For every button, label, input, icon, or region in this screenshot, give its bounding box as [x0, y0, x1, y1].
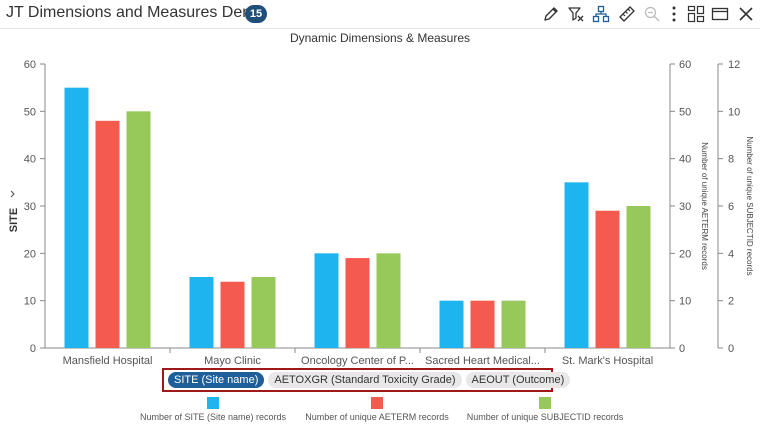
window-icon[interactable]: [711, 5, 729, 23]
filter-clear-icon[interactable]: [567, 5, 585, 23]
x-axis-label[interactable]: SITE: [8, 208, 20, 232]
zoom-out-icon: [643, 5, 661, 23]
dimension-selector: SITE (Site name) AETOXGR (Standard Toxici…: [162, 368, 571, 392]
y-tick-label-right1: 40: [679, 154, 691, 166]
y-tick-label-left: 40: [24, 154, 36, 166]
y-tick-label-left: 50: [24, 106, 36, 118]
header-divider: [0, 28, 760, 29]
bar[interactable]: [501, 300, 526, 348]
y-tick-label-left: 0: [30, 343, 36, 355]
dimension-chip[interactable]: AETOXGR (Standard Toxicity Grade): [268, 372, 462, 388]
dimension-chip[interactable]: AEOUT (Outcome): [465, 372, 571, 388]
y-tick-label-right2: 4: [728, 248, 734, 260]
y-tick-label-right1: 0: [679, 343, 685, 355]
pencil-icon[interactable]: [542, 5, 560, 23]
bar[interactable]: [626, 206, 651, 348]
ruler-icon[interactable]: [618, 5, 636, 23]
bar[interactable]: [439, 300, 464, 348]
bar[interactable]: [314, 253, 339, 348]
y-tick-label-left: 20: [24, 248, 36, 260]
y-tick-label-left: 60: [24, 59, 36, 71]
bar[interactable]: [376, 253, 401, 348]
y-axis-right2-title: Number of unique SUBJECTID records: [745, 136, 754, 275]
x-tick-label[interactable]: Mayo Clinic: [204, 355, 261, 367]
bar[interactable]: [564, 182, 589, 348]
x-axis-label-group[interactable]: SITE: [8, 208, 20, 232]
y-tick-label-right1: 20: [679, 248, 691, 260]
x-tick-label[interactable]: Sacred Heart Medical...: [425, 355, 540, 367]
bar[interactable]: [595, 210, 620, 348]
dimension-chip[interactable]: SITE (Site name): [168, 372, 265, 388]
legend-label: Number of unique AETERM records: [305, 412, 449, 422]
y-tick-label-right2: 10: [728, 106, 740, 118]
y-tick-label-left: 10: [24, 296, 36, 308]
y-tick-label-right1: 60: [679, 59, 691, 71]
x-tick-label[interactable]: Mansfield Hospital: [63, 355, 153, 367]
app-title: JT Dimensions and Measures Demo: [6, 4, 265, 21]
bar[interactable]: [251, 277, 276, 348]
legend-label: Number of SITE (Site name) records: [139, 412, 287, 422]
x-tick-label[interactable]: Oncology Center of P...: [301, 355, 414, 367]
legend-swatch: [371, 397, 383, 409]
y-tick-label-right2: 8: [728, 154, 734, 166]
close-icon[interactable]: [737, 5, 755, 23]
bar[interactable]: [126, 111, 151, 348]
y-tick-label-left: 30: [24, 201, 36, 213]
y-tick-label-right2: 6: [728, 201, 734, 213]
y-axis-right1-title: Number of unique AETERM records: [700, 142, 709, 270]
y-tick-label-right2: 2: [728, 296, 734, 308]
chart-title: Dynamic Dimensions & Measures: [290, 31, 470, 45]
legend-swatch: [207, 397, 219, 409]
bar[interactable]: [64, 87, 89, 348]
bar[interactable]: [470, 300, 495, 348]
y-tick-label-right1: 10: [679, 296, 691, 308]
y-tick-label-right2: 12: [728, 59, 740, 71]
bar-chart: Dynamic Dimensions & Measures SITE 01020…: [8, 31, 754, 367]
x-tick-label[interactable]: St. Mark's Hospital: [562, 355, 653, 367]
y-tick-label-right1: 30: [679, 201, 691, 213]
bar[interactable]: [220, 281, 245, 348]
legend-swatch: [539, 397, 551, 409]
header: JT Dimensions and Measures Demo 15: [0, 0, 760, 28]
bar[interactable]: [345, 258, 370, 348]
count-badge[interactable]: 15: [245, 5, 267, 23]
hierarchy-icon[interactable]: [592, 5, 610, 23]
more-vertical-icon[interactable]: [665, 5, 683, 23]
bar[interactable]: [95, 120, 120, 348]
layout-icon[interactable]: [687, 5, 705, 23]
y-tick-label-right1: 50: [679, 106, 691, 118]
axis-chevron-icon[interactable]: [10, 190, 15, 198]
y-tick-label-right2: 0: [728, 343, 734, 355]
bar[interactable]: [189, 277, 214, 348]
legend-label: Number of unique SUBJECTID records: [466, 412, 624, 422]
